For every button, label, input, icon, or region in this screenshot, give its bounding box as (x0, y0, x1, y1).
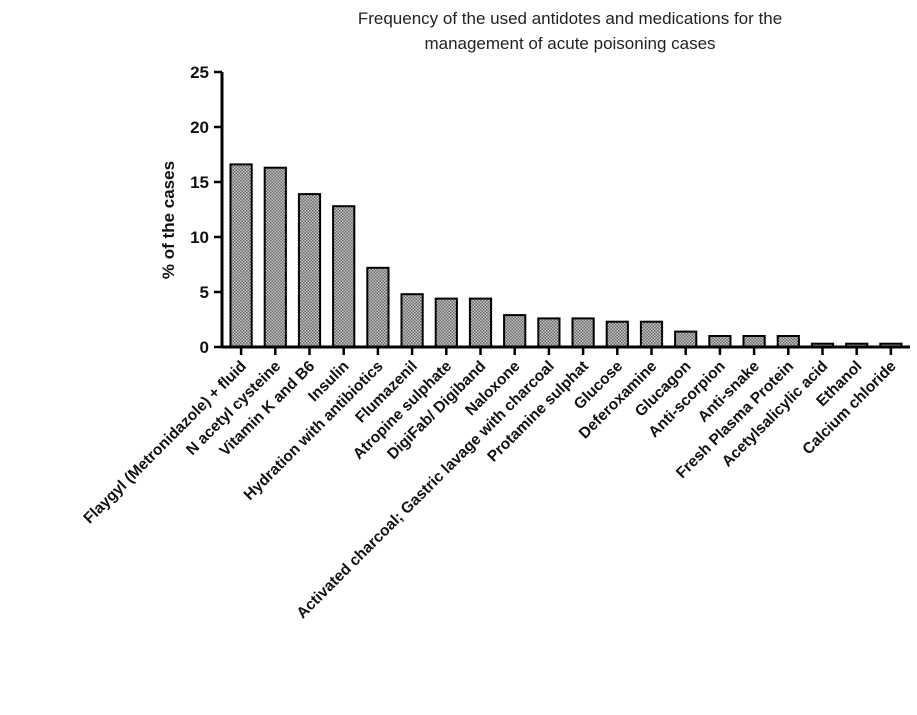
chart-title-line-1: Frequency of the used antidotes and medi… (358, 9, 782, 28)
bars (229, 163, 903, 349)
bar (503, 314, 527, 349)
bar (605, 320, 629, 349)
bar (639, 320, 664, 349)
y-tick-label: 15 (190, 173, 209, 192)
y-tick-label: 0 (200, 338, 209, 357)
y-tick-label: 10 (190, 228, 209, 247)
bar (468, 297, 493, 349)
bar (674, 330, 698, 349)
bar (708, 335, 732, 348)
bar (776, 335, 800, 348)
bar (263, 166, 287, 348)
y-axis-ticks: 0 5 10 15 20 25 (190, 63, 222, 357)
bar (742, 335, 766, 348)
bar (537, 317, 561, 348)
y-tick-label: 25 (190, 63, 209, 82)
bar (332, 205, 356, 348)
bar (571, 317, 595, 348)
bar (297, 193, 322, 348)
bar (400, 293, 424, 349)
bar (434, 297, 458, 349)
bar (229, 163, 253, 348)
bar (366, 266, 390, 348)
chart-title-line-2: management of acute poisoning cases (424, 34, 715, 53)
y-tick-label: 5 (200, 283, 209, 302)
y-axis-label: % of the cases (159, 161, 178, 279)
y-tick-label: 20 (190, 118, 209, 137)
